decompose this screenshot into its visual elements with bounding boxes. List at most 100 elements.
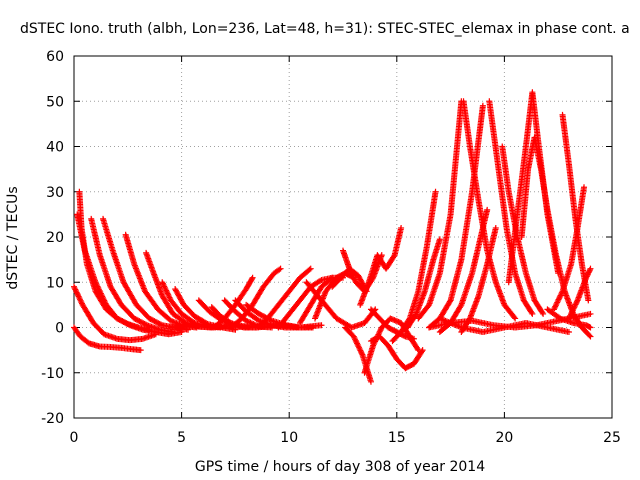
data-point bbox=[159, 279, 166, 286]
data-point bbox=[347, 267, 354, 274]
data-point bbox=[414, 345, 421, 352]
axis-ticks: 0 5 10 15 20 25 -20 -10 0 10 20 30 40 50 60 bbox=[41, 49, 621, 446]
series-0 bbox=[71, 324, 144, 354]
data-point bbox=[553, 300, 560, 307]
data-point bbox=[118, 317, 125, 324]
series-5 bbox=[100, 215, 192, 333]
data-point bbox=[492, 224, 499, 231]
x-tick-label: 25 bbox=[603, 430, 621, 446]
data-point bbox=[350, 275, 357, 282]
data-point bbox=[552, 303, 559, 310]
data-point bbox=[142, 321, 149, 328]
data-point bbox=[71, 285, 78, 292]
data-point bbox=[348, 269, 355, 276]
series-1 bbox=[71, 283, 159, 344]
data-point bbox=[377, 327, 384, 334]
y-tick-label: 50 bbox=[46, 94, 64, 110]
data-point bbox=[162, 286, 169, 293]
y-tick-label: -20 bbox=[41, 411, 64, 427]
data-point bbox=[351, 276, 358, 283]
data-point bbox=[353, 339, 360, 346]
series-47 bbox=[167, 322, 325, 331]
series-35 bbox=[460, 98, 519, 322]
data-point bbox=[390, 253, 397, 260]
data-point bbox=[352, 336, 359, 343]
series-39 bbox=[518, 134, 568, 295]
data-point bbox=[76, 296, 83, 303]
data-point bbox=[122, 319, 129, 326]
data-point bbox=[346, 265, 353, 272]
data-point bbox=[512, 315, 519, 322]
series-29 bbox=[389, 188, 439, 345]
data-point bbox=[587, 333, 594, 340]
data-point bbox=[358, 350, 365, 357]
data-point bbox=[76, 294, 83, 301]
y-tick-label: 20 bbox=[46, 230, 64, 246]
data-point bbox=[157, 321, 164, 328]
data-point bbox=[511, 314, 518, 321]
data-point bbox=[557, 292, 564, 299]
data-point bbox=[116, 316, 123, 323]
data-point bbox=[74, 290, 81, 297]
data-point bbox=[529, 310, 536, 317]
data-point bbox=[585, 297, 592, 304]
data-point bbox=[78, 299, 85, 306]
data-point bbox=[114, 315, 121, 322]
series-46 bbox=[436, 315, 572, 336]
data-point bbox=[355, 343, 362, 350]
data-point bbox=[71, 283, 77, 290]
data-point bbox=[479, 102, 486, 109]
data-point bbox=[161, 283, 168, 290]
data-point bbox=[351, 334, 358, 341]
data-point bbox=[398, 224, 405, 231]
data-point bbox=[115, 316, 122, 323]
data-point bbox=[357, 347, 364, 354]
data-point bbox=[446, 298, 453, 305]
series-24 bbox=[303, 279, 379, 331]
data-point bbox=[75, 293, 82, 300]
data-point bbox=[457, 303, 464, 310]
data-point bbox=[539, 309, 546, 316]
data-point bbox=[163, 287, 170, 294]
data-point bbox=[554, 299, 561, 306]
series-23 bbox=[357, 224, 405, 308]
data-point bbox=[163, 288, 170, 295]
data-point bbox=[587, 324, 594, 331]
data-point bbox=[352, 337, 359, 344]
data-point bbox=[581, 184, 588, 191]
data-point bbox=[347, 268, 354, 275]
data-point bbox=[72, 287, 79, 294]
data-point bbox=[419, 347, 426, 354]
data-point bbox=[166, 294, 173, 301]
data-point bbox=[120, 318, 127, 325]
data-point bbox=[318, 322, 325, 329]
data-point bbox=[178, 329, 185, 336]
data-point bbox=[587, 310, 594, 317]
data-point bbox=[370, 342, 377, 349]
data-point bbox=[161, 284, 168, 291]
data-point bbox=[349, 272, 356, 279]
series-15 bbox=[210, 274, 256, 331]
data-point bbox=[317, 277, 324, 284]
data-point bbox=[573, 300, 580, 307]
data-point bbox=[356, 346, 363, 353]
data-point bbox=[554, 298, 561, 305]
x-axis-label: GPS time / hours of day 308 of year 2014 bbox=[195, 459, 485, 475]
y-tick-label: 0 bbox=[55, 321, 64, 337]
data-point bbox=[367, 378, 374, 385]
data-point bbox=[586, 266, 593, 273]
data-point bbox=[164, 290, 171, 297]
data-point bbox=[77, 297, 84, 304]
data-point bbox=[418, 348, 425, 355]
data-point bbox=[484, 206, 491, 213]
y-tick-label: 40 bbox=[46, 140, 64, 156]
data-point bbox=[248, 275, 255, 282]
x-tick-label: 15 bbox=[388, 430, 406, 446]
data-point bbox=[573, 298, 580, 305]
data-point bbox=[249, 274, 256, 281]
data-point bbox=[552, 302, 559, 309]
data-point bbox=[354, 341, 361, 348]
y-tick-label: 10 bbox=[46, 275, 64, 291]
data-point bbox=[146, 326, 153, 333]
series-4 bbox=[88, 215, 176, 336]
